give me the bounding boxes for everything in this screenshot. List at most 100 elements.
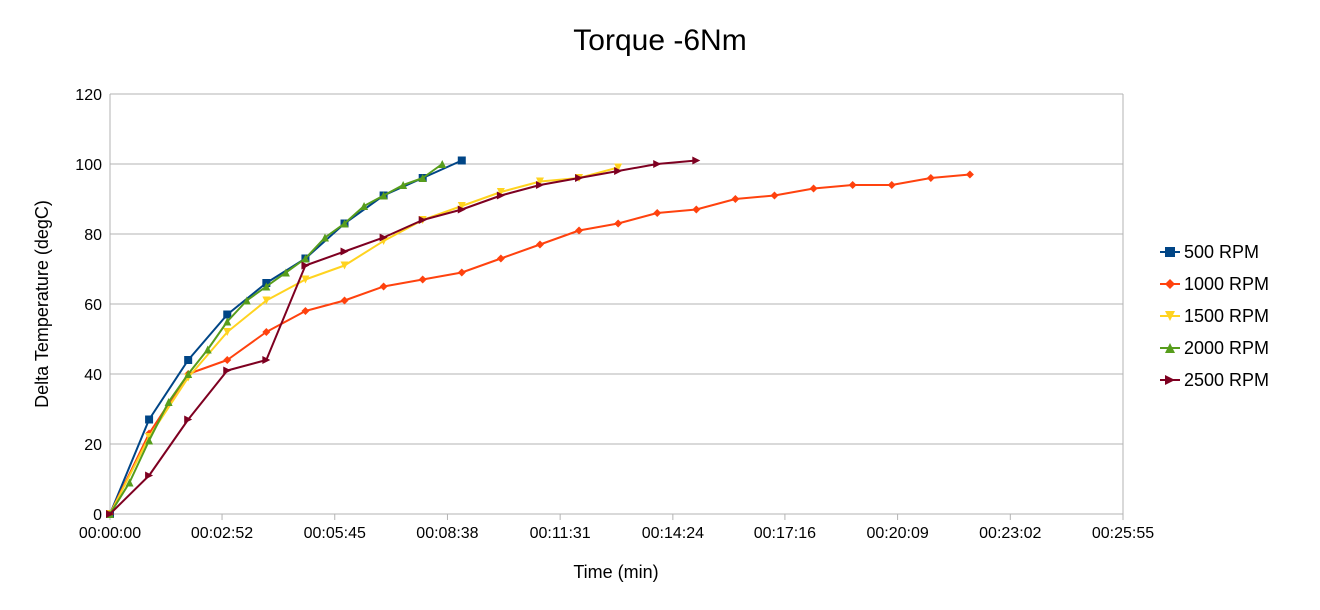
x-tick-label: 00:20:09 (866, 525, 928, 542)
x-axis-title: Time (min) (573, 562, 658, 582)
data-point (184, 356, 193, 364)
data-point (418, 275, 427, 284)
series-1 (106, 170, 974, 518)
data-point (692, 205, 701, 214)
data-point (887, 181, 896, 189)
legend: 500 RPM 1000 RPM 1500 RPM 2000 RPM 2500 RPM (1160, 242, 1269, 390)
x-tick-label: 00:17:16 (754, 525, 816, 542)
y-tick-label: 0 (93, 507, 102, 524)
legend-label: 2000 RPM (1184, 338, 1269, 358)
y-tick-label: 40 (84, 367, 102, 384)
data-point (301, 261, 310, 270)
series-line (109, 166, 619, 515)
series-line (109, 159, 697, 515)
y-tick-label: 80 (84, 227, 102, 244)
x-tick-label: 00:05:45 (304, 525, 366, 542)
x-tick-label: 00:11:31 (530, 525, 591, 542)
data-point (575, 226, 584, 235)
data-point (496, 188, 505, 196)
data-point (145, 415, 154, 424)
data-point (535, 240, 544, 249)
data-point (418, 174, 427, 182)
x-tick-label: 00:00:00 (79, 525, 141, 542)
data-point (457, 202, 466, 210)
legend-label: 1500 RPM (1184, 306, 1269, 326)
data-point (320, 233, 329, 242)
legend-label: 1000 RPM (1184, 274, 1269, 294)
data-point (145, 436, 154, 445)
data-point (496, 254, 505, 263)
legend-label: 2500 RPM (1184, 370, 1269, 390)
legend-entry: 1000 RPM (1160, 274, 1269, 294)
data-point (379, 233, 388, 242)
x-tick-label: 00:14:24 (642, 525, 704, 542)
data-point (301, 275, 310, 284)
data-point (731, 195, 740, 203)
legend-entry: 2000 RPM (1160, 338, 1269, 358)
legend-marker (1165, 343, 1175, 353)
data-point (848, 181, 857, 189)
y-tick-label: 60 (84, 297, 102, 314)
data-point (301, 307, 310, 315)
data-point (535, 181, 544, 189)
data-point (262, 356, 271, 364)
data-point (399, 181, 408, 189)
data-point (301, 254, 310, 263)
series-line (109, 163, 443, 515)
data-point (184, 370, 193, 378)
legend-label: 500 RPM (1184, 242, 1259, 262)
data-point (770, 191, 779, 200)
data-point (223, 317, 232, 326)
y-tick-label: 20 (84, 437, 102, 454)
data-point (340, 247, 349, 256)
data-point (262, 282, 271, 291)
data-point (457, 205, 466, 214)
series-2 (106, 163, 623, 518)
data-point (340, 261, 349, 270)
data-point (242, 296, 251, 305)
legend-marker (1165, 247, 1175, 257)
data-point (614, 163, 623, 172)
data-point (145, 471, 154, 480)
data-point (575, 174, 584, 182)
data-point (653, 160, 662, 168)
data-point (438, 160, 447, 168)
data-point (692, 156, 701, 165)
data-point (164, 398, 173, 406)
data-point (457, 268, 466, 277)
data-point (223, 328, 232, 336)
legend-marker (1165, 375, 1175, 385)
data-point (614, 167, 623, 175)
data-point (496, 191, 505, 200)
data-point (965, 170, 974, 179)
data-point (281, 268, 290, 277)
series-line (109, 159, 463, 515)
legend-entry: 1500 RPM (1160, 306, 1269, 326)
series-0 (106, 156, 466, 518)
data-point (360, 202, 369, 210)
series-4 (106, 156, 701, 518)
data-point (340, 296, 349, 305)
legend-marker (1165, 279, 1175, 289)
data-point (614, 219, 623, 228)
legend-entry: 500 RPM (1160, 242, 1259, 262)
x-tick-label: 00:02:52 (191, 525, 253, 542)
data-point (223, 366, 232, 375)
y-tick-label: 120 (75, 87, 102, 104)
chart-title: Torque -6Nm (573, 24, 746, 57)
legend-marker (1165, 311, 1175, 321)
x-tick-label: 00:08:38 (416, 525, 478, 542)
data-point (340, 219, 349, 228)
x-tick-label: 00:25:55 (1092, 525, 1154, 542)
data-point (926, 174, 935, 182)
data-point (457, 156, 466, 165)
data-point (106, 510, 114, 518)
data-point (653, 209, 662, 217)
data-point (418, 216, 427, 224)
data-point (125, 478, 134, 487)
data-point (203, 345, 212, 354)
data-point (535, 177, 544, 186)
series-line (109, 173, 970, 515)
